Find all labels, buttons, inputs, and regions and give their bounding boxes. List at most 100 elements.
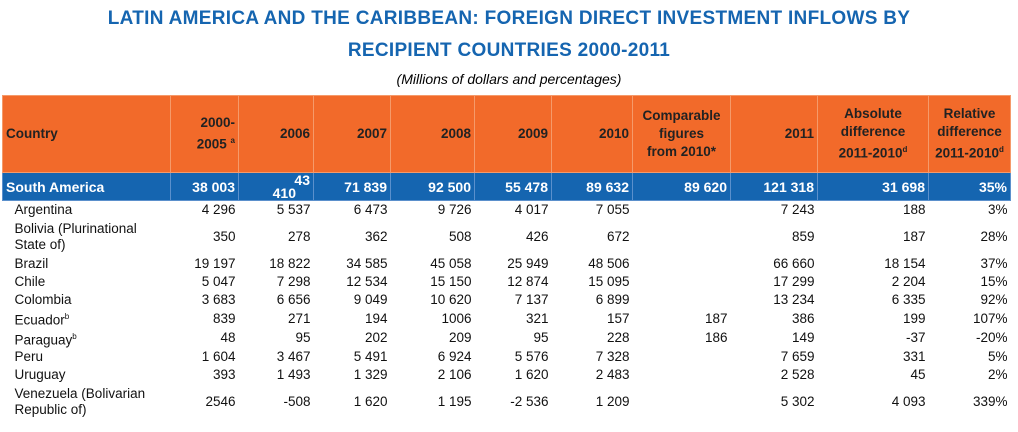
cell: 672 <box>606 229 630 244</box>
cell: 1 604 <box>201 349 236 364</box>
cell <box>633 219 731 255</box>
cell <box>633 366 731 384</box>
cell: 12 534 <box>346 274 388 289</box>
cell: 194 <box>364 310 388 326</box>
cell: 1 620 <box>514 367 549 382</box>
cell: 95 <box>533 330 549 346</box>
table-row: Chile 5 047 7 298 12 534 15 150 12 874 15 095 1… <box>3 273 1011 291</box>
cell: 1 620 <box>353 394 388 409</box>
cell: 3 467 <box>276 349 311 364</box>
country-name: Argentina <box>14 202 73 217</box>
country-name: Venezuela (Bolivarian Republic of) <box>14 386 146 417</box>
cell: 25 949 <box>507 256 549 271</box>
cell: 859 <box>791 229 815 244</box>
cell: 331 <box>902 349 926 364</box>
cell: 202 <box>364 330 388 346</box>
cell: 92 500 <box>390 172 475 201</box>
cell: 4 093 <box>891 394 926 409</box>
cell: 350 <box>212 229 236 244</box>
cell: 1 493 <box>276 367 311 382</box>
cell: 35% <box>928 172 1011 201</box>
cell: 187 <box>902 229 926 244</box>
cell: 71 839 <box>313 172 391 201</box>
cell: 187 <box>704 310 728 326</box>
table-row: Bolivia (Plurinational State of) 350 278 36… <box>3 219 1011 255</box>
cell: 2 106 <box>437 367 472 382</box>
cell: 121 318 <box>730 172 818 201</box>
cell: 45 <box>910 367 926 382</box>
cell: 209 <box>448 330 472 346</box>
cell <box>633 273 731 291</box>
cell: 37% <box>980 256 1008 271</box>
header-comparable: Comparable figures from 2010* <box>632 95 731 173</box>
cell: 107% <box>972 310 1008 326</box>
cell: 15 150 <box>430 274 472 289</box>
cell: 7 659 <box>780 349 815 364</box>
cell: 2 528 <box>780 367 815 382</box>
cell: 1 209 <box>595 394 630 409</box>
cell <box>633 201 731 220</box>
cell: 228 <box>606 330 630 346</box>
cell: 1 329 <box>353 367 388 382</box>
cell: 7 298 <box>276 274 311 289</box>
cell: 5 047 <box>201 274 236 289</box>
cell: 5 302 <box>780 394 815 409</box>
header-2008: 2008 <box>390 95 475 173</box>
cell: 15 095 <box>588 274 630 289</box>
cell <box>633 384 731 420</box>
region-name: South America <box>2 172 171 201</box>
cell: 18 154 <box>884 256 926 271</box>
header-2009: 2009 <box>474 95 552 173</box>
country-name: Colombia <box>14 292 72 307</box>
cell: 3% <box>987 202 1008 217</box>
cell: 12 874 <box>507 274 549 289</box>
header-absolute-difference: Absolute difference 2011-2010d <box>817 95 929 173</box>
cell: 149 <box>791 330 815 346</box>
cell: -2 536 <box>510 394 549 409</box>
cell: 13 234 <box>773 292 815 307</box>
cell: 9 049 <box>353 292 388 307</box>
country-name: Bolivia (Plurinational State of) <box>14 221 137 252</box>
cell: 271 <box>287 310 311 326</box>
cell: 362 <box>364 229 388 244</box>
country-name: Uruguay <box>14 367 66 382</box>
cell: 18 822 <box>269 256 311 271</box>
header-row: Country 2000- 2005 a 2006 2007 2008 2009 … <box>2 95 1011 173</box>
cell: 199 <box>902 310 926 326</box>
country-name: Paraguayb <box>14 331 77 348</box>
cell: 278 <box>287 229 311 244</box>
cell: 5% <box>987 349 1008 364</box>
cell: 6 335 <box>891 292 926 307</box>
table-row: Argentina 4 296 5 537 6 473 9 726 4 017 7 055 7… <box>3 201 1011 220</box>
country-name: Ecuadorb <box>14 312 70 328</box>
table-row: Brazil 19 197 18 822 34 585 45 058 25 949 48 5… <box>3 255 1011 273</box>
table-row: Paraguayb 48 95 202 209 95 228 186 149 -37 -20% <box>3 329 1011 349</box>
cell: 2 483 <box>595 367 630 382</box>
title-line-1: LATIN AMERICA AND THE CARIBBEAN: FOREIGN… <box>107 8 911 29</box>
cell: 6 473 <box>353 202 388 217</box>
cell: 4 017 <box>514 202 549 217</box>
cell <box>633 255 731 273</box>
header-2000-2005: 2000- 2005 a <box>170 95 239 173</box>
cell: 2546 <box>205 394 236 409</box>
cell: 2 204 <box>891 274 926 289</box>
cell: 10 620 <box>430 292 472 307</box>
cell: 66 660 <box>773 256 815 271</box>
cell: 17 299 <box>773 274 815 289</box>
cell: 28% <box>980 229 1008 244</box>
title-line-2: RECIPIENT COUNTRIES 2000-2011 <box>347 40 671 61</box>
header-2011: 2011 <box>730 95 818 173</box>
cell: 3 683 <box>201 292 236 307</box>
cell: 55 478 <box>474 172 552 201</box>
cell: 157 <box>606 310 630 326</box>
country-name: Peru <box>14 349 44 364</box>
table-row: Venezuela (Bolivarian Republic of) 2546 -5… <box>3 384 1011 420</box>
cell: 386 <box>791 310 815 326</box>
cell: 188 <box>902 202 926 217</box>
cell: 6 899 <box>595 292 630 307</box>
cell: 321 <box>525 310 549 326</box>
cell: 5 537 <box>276 202 311 217</box>
cell: 89 632 <box>551 172 633 201</box>
cell: 6 924 <box>437 349 472 364</box>
cell: 43 410 <box>238 172 314 201</box>
